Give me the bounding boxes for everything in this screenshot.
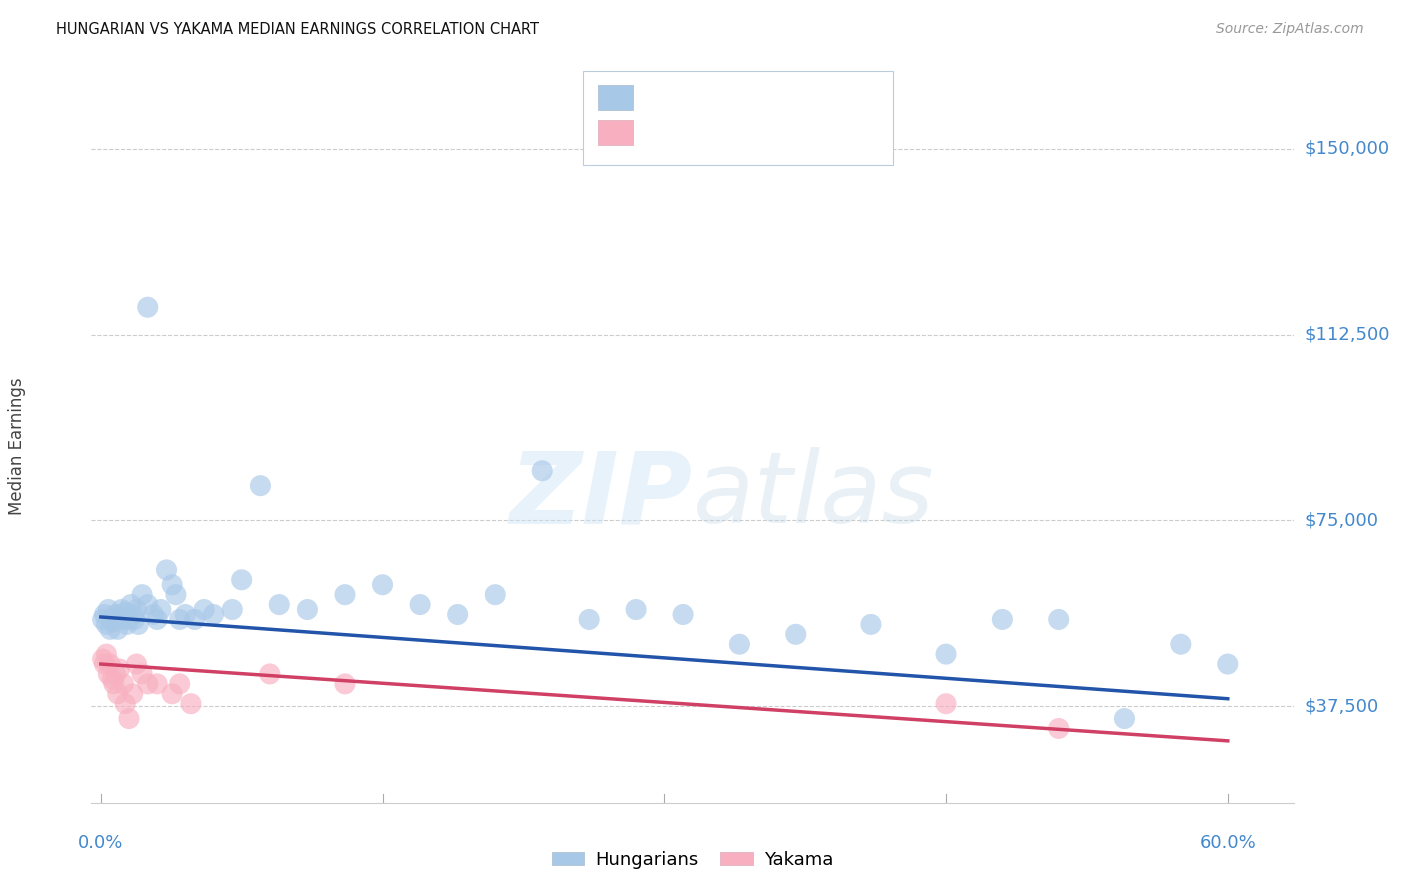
Point (165, 588, 187, 602)
Point (728, 637, 751, 651)
Point (1170, 637, 1192, 651)
Point (118, 712, 141, 726)
Point (1047, 612, 1070, 626)
Point (97, 602, 120, 616)
Text: $75,000: $75,000 (1305, 511, 1379, 529)
Point (112, 677, 135, 691)
Point (93, 607, 115, 622)
Text: $37,500: $37,500 (1305, 698, 1379, 715)
Point (160, 687, 183, 701)
Point (249, 478, 271, 492)
Text: R = -0.574: R = -0.574 (643, 124, 737, 142)
Point (1114, 712, 1136, 726)
Point (96, 617, 118, 632)
Point (202, 607, 225, 622)
Point (169, 612, 191, 626)
Point (110, 602, 132, 616)
Point (131, 667, 153, 681)
Point (142, 607, 165, 622)
Point (624, 602, 647, 616)
Point (107, 623, 129, 637)
Text: $112,500: $112,500 (1305, 326, 1391, 343)
Point (98, 623, 121, 637)
Point (120, 598, 142, 612)
Text: atlas: atlas (692, 448, 934, 544)
Point (269, 598, 291, 612)
Point (127, 617, 149, 632)
Legend: Hungarians, Yakama: Hungarians, Yakama (544, 844, 841, 876)
Point (149, 602, 172, 616)
Point (108, 610, 131, 624)
Point (174, 607, 197, 622)
Point (136, 598, 159, 612)
Point (124, 612, 146, 626)
Point (859, 617, 882, 632)
Point (107, 687, 129, 701)
Point (98, 657, 121, 671)
Point (103, 677, 125, 691)
Text: Median Earnings: Median Earnings (8, 377, 25, 515)
Point (93, 657, 115, 671)
Point (112, 612, 135, 626)
Point (136, 300, 159, 314)
Point (146, 612, 169, 626)
Point (531, 464, 554, 478)
Point (991, 612, 1014, 626)
Point (114, 605, 136, 619)
Point (125, 657, 148, 671)
Point (136, 677, 159, 691)
Point (115, 617, 138, 632)
Point (169, 677, 191, 691)
Point (484, 588, 506, 602)
Text: ZIP: ZIP (509, 448, 692, 544)
Point (672, 607, 695, 622)
Text: HUNGARIAN VS YAKAMA MEDIAN EARNINGS CORRELATION CHART: HUNGARIAN VS YAKAMA MEDIAN EARNINGS CORR… (56, 22, 540, 37)
Point (121, 687, 143, 701)
Point (155, 563, 177, 577)
Point (146, 677, 169, 691)
Text: R = -0.270: R = -0.270 (643, 88, 737, 106)
Point (114, 697, 136, 711)
Point (101, 612, 124, 626)
Point (297, 602, 319, 616)
Point (231, 573, 253, 587)
Point (333, 677, 356, 691)
Point (118, 612, 141, 626)
Point (131, 588, 153, 602)
Point (259, 667, 281, 681)
Text: Source: ZipAtlas.com: Source: ZipAtlas.com (1216, 22, 1364, 37)
Point (221, 602, 243, 616)
Point (447, 607, 470, 622)
Point (1047, 722, 1070, 736)
Point (785, 627, 807, 641)
Point (371, 578, 394, 592)
Point (121, 607, 143, 622)
Text: N = 25: N = 25 (769, 124, 835, 142)
Point (103, 615, 125, 629)
Text: N = 57: N = 57 (769, 88, 834, 106)
Point (101, 672, 124, 686)
Point (409, 598, 432, 612)
Text: $150,000: $150,000 (1305, 140, 1391, 158)
Point (97, 667, 120, 681)
Point (578, 612, 600, 626)
Point (935, 647, 957, 661)
Point (91, 652, 114, 666)
Text: 60.0%: 60.0% (1199, 834, 1256, 852)
Text: 0.0%: 0.0% (79, 834, 124, 852)
Point (96, 647, 118, 661)
Point (104, 667, 127, 681)
Point (91, 612, 114, 626)
Point (1216, 657, 1239, 671)
Point (125, 602, 148, 616)
Point (108, 662, 131, 676)
Point (183, 612, 205, 626)
Point (180, 697, 202, 711)
Point (193, 602, 215, 616)
Point (935, 697, 957, 711)
Point (333, 588, 356, 602)
Point (104, 607, 127, 622)
Point (160, 578, 183, 592)
